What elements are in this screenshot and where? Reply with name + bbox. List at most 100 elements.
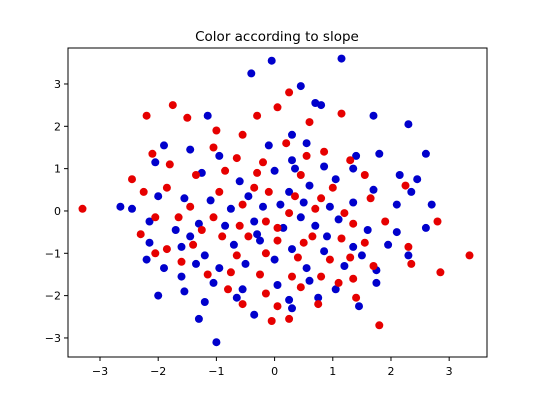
blue-point (384, 240, 393, 249)
x-tick-label: −2 (150, 365, 166, 378)
red-point (465, 251, 474, 260)
red-point (317, 194, 326, 203)
blue-point (241, 259, 250, 268)
blue-point (369, 185, 378, 194)
red-point (267, 317, 276, 325)
red-point (375, 321, 384, 330)
red-point (360, 238, 369, 247)
red-point (174, 213, 183, 222)
blue-point (320, 247, 329, 256)
red-point (328, 183, 337, 192)
red-point (215, 187, 224, 196)
red-point (407, 259, 416, 268)
blue-point (194, 314, 203, 323)
plot-frame (67, 47, 488, 358)
red-point (238, 200, 247, 209)
red-point (209, 143, 218, 152)
red-point (366, 194, 375, 203)
red-point (148, 149, 157, 158)
blue-point (247, 69, 256, 78)
x-tick-label: −1 (208, 365, 224, 378)
red-point (325, 255, 334, 264)
red-point (203, 270, 212, 279)
red-point (253, 111, 262, 120)
red-point (381, 217, 390, 226)
red-point (192, 171, 200, 179)
blue-point (311, 221, 320, 230)
red-point (296, 171, 305, 179)
blue-point (296, 82, 305, 91)
red-point (285, 209, 294, 218)
blue-point (160, 141, 168, 150)
blue-point (372, 278, 381, 287)
blue-point (355, 302, 363, 311)
red-point (264, 187, 273, 196)
blue-point (302, 139, 311, 148)
blue-point (363, 226, 372, 234)
red-point (314, 300, 323, 309)
blue-point (212, 338, 221, 347)
red-point (334, 278, 343, 287)
blue-point (200, 298, 209, 306)
red-point (189, 240, 198, 249)
red-point (293, 253, 302, 262)
blue-point (200, 251, 209, 260)
red-point (352, 293, 361, 302)
red-point (151, 249, 160, 258)
blue-point (128, 204, 136, 213)
red-point (136, 230, 145, 239)
blue-point (404, 120, 413, 129)
blue-point (206, 196, 215, 205)
x-axis-ticks: −3 −2 −1 0 1 2 3 (92, 357, 453, 378)
blue-point (285, 295, 294, 304)
blue-point (288, 304, 296, 313)
blue-point (314, 293, 323, 302)
blue-point (404, 251, 413, 260)
red-point (128, 175, 136, 184)
x-tick-label: −3 (92, 365, 108, 378)
blue-point (323, 232, 331, 241)
blue-point (270, 166, 279, 175)
red-point (235, 221, 244, 230)
blue-point (116, 202, 125, 211)
blue-point (276, 200, 285, 209)
red-point (404, 242, 413, 251)
red-point (360, 171, 369, 179)
red-point (209, 213, 218, 222)
red-point (317, 272, 326, 281)
red-point (259, 158, 267, 167)
blue-point (215, 264, 224, 273)
blue-point (203, 111, 212, 120)
blue-point (320, 162, 329, 171)
blue-point (279, 223, 288, 232)
red-point (273, 302, 282, 311)
red-point (212, 126, 221, 135)
red-point (142, 111, 151, 120)
blue-point (349, 198, 358, 207)
blue-point (305, 276, 314, 285)
x-tick-label: 2 (387, 365, 394, 378)
red-point (282, 139, 291, 148)
red-point (226, 268, 235, 277)
red-point (183, 113, 192, 122)
blue-point (317, 101, 326, 110)
blue-point (325, 202, 334, 211)
blue-point (142, 255, 151, 264)
blue-point (288, 245, 296, 254)
red-point (291, 192, 299, 201)
blue-point (238, 285, 247, 294)
blue-point (160, 264, 168, 273)
chart-title: Color according to slope (195, 29, 359, 45)
blue-point (177, 272, 186, 281)
red-point (221, 166, 230, 175)
red-point (186, 202, 195, 211)
red-point (273, 223, 282, 232)
blue-point (171, 226, 180, 234)
blue-point (288, 130, 296, 139)
blue-point (259, 202, 267, 211)
y-tick-label: 2 (54, 120, 61, 133)
blue-point (421, 149, 430, 158)
red-point (261, 217, 270, 226)
red-point (401, 181, 410, 190)
